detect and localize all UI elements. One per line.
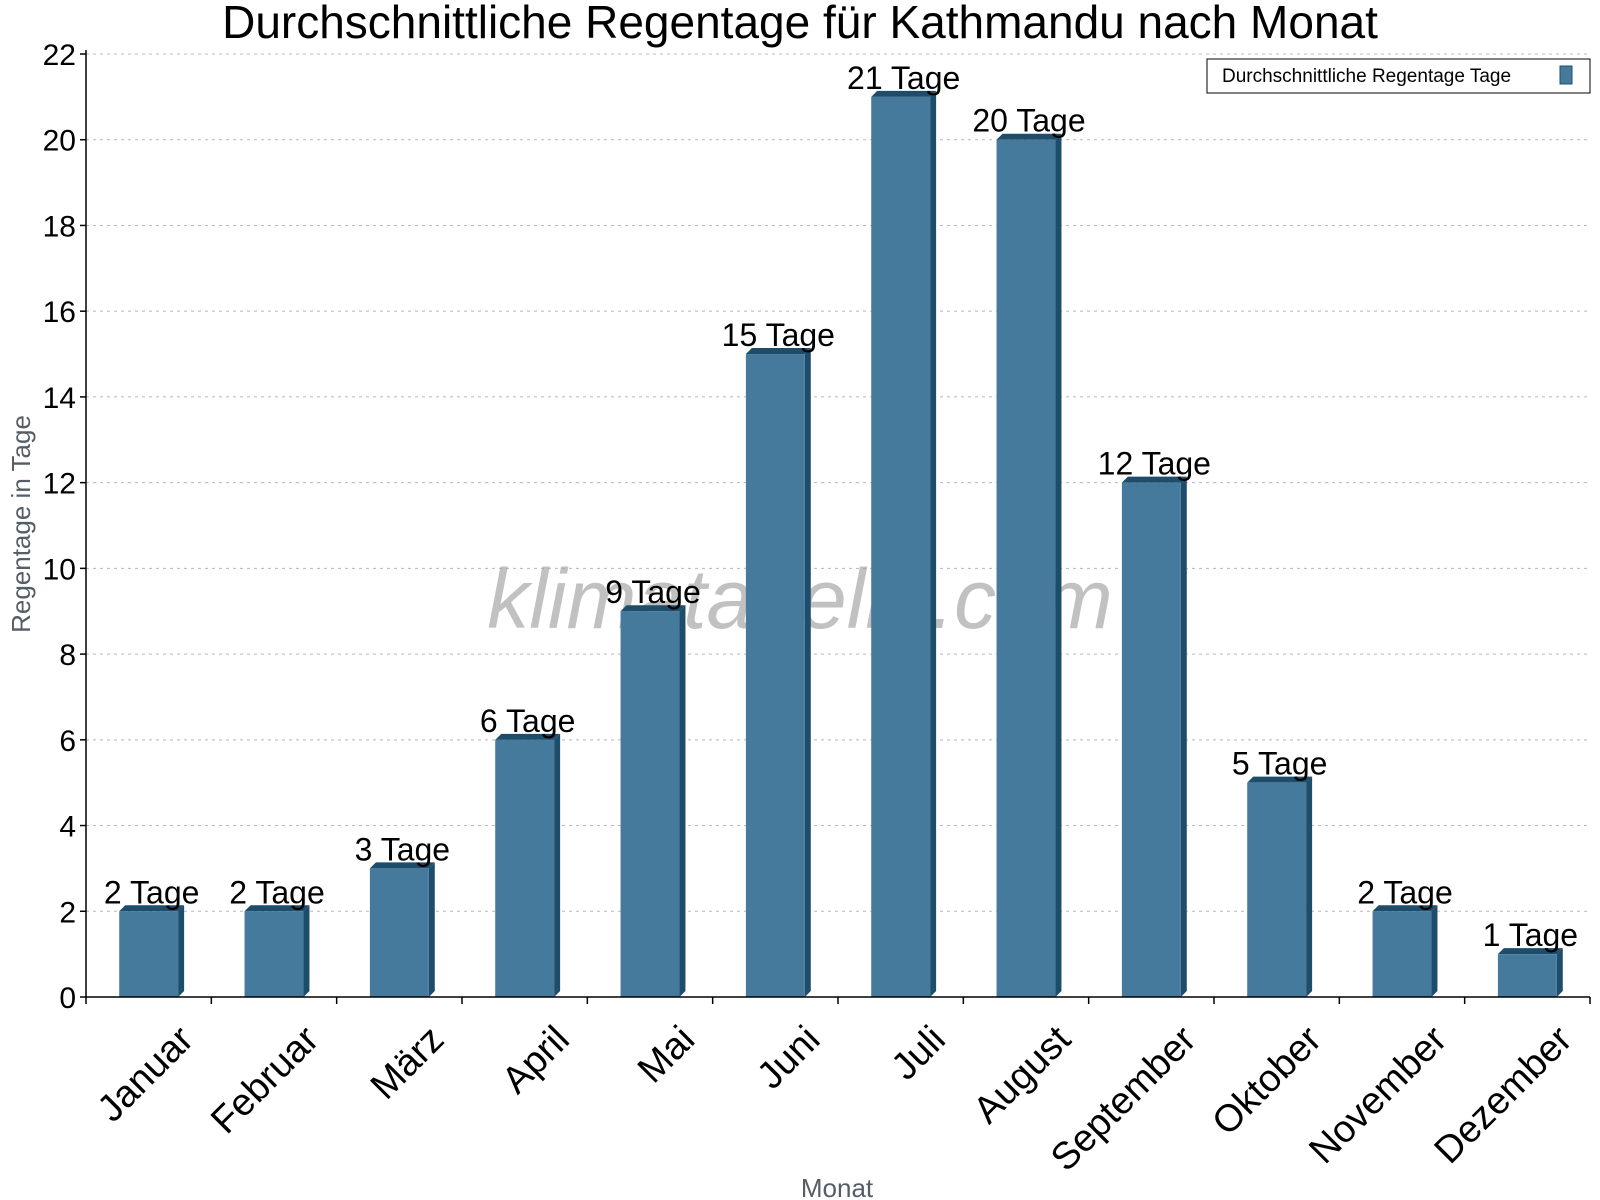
bar-top [244, 905, 310, 912]
y-tick-label: 14 [43, 382, 76, 415]
bar-juli [871, 90, 937, 997]
x-axis-label: Monat [801, 1173, 874, 1200]
bar-april [495, 733, 561, 997]
bar-top [996, 133, 1062, 140]
data-label: 2 Tage [1357, 874, 1453, 910]
bar-november [1372, 905, 1438, 997]
bar-face [119, 911, 179, 997]
bar-side [679, 605, 686, 997]
bar-face [244, 911, 304, 997]
legend-entry-label: Durchschnittliche Regentage Tage [1222, 66, 1511, 87]
bar-top [745, 348, 811, 355]
bar-side [554, 733, 561, 997]
x-tick-label: April [494, 1018, 577, 1101]
bar-mai [620, 605, 686, 997]
data-label: 15 Tage [722, 317, 835, 353]
x-tick-label: Dezember [1427, 1018, 1581, 1172]
bar-side [303, 905, 310, 997]
legend-box [1206, 58, 1591, 94]
bar-face [1372, 911, 1432, 997]
data-label: 2 Tage [104, 874, 200, 910]
bar-top [871, 90, 937, 97]
bar-top [369, 862, 435, 869]
x-tick-label: Mai [630, 1018, 703, 1091]
bar-top [495, 733, 561, 740]
y-tick-label: 22 [43, 39, 76, 72]
data-labels: 2 Tage 2 Tage 3 Tage 6 Tage 9 Tage 15 Tage 21 … [104, 60, 1578, 953]
bar-side [804, 348, 811, 998]
data-label: 5 Tage [1232, 746, 1328, 782]
x-tick-label: August [966, 1018, 1080, 1132]
y-tick-label: 8 [59, 639, 76, 672]
data-label: 20 Tage [972, 103, 1085, 139]
bar-side [1431, 905, 1438, 997]
gridlines [86, 53, 1590, 912]
x-tick-label: März [363, 1018, 452, 1107]
data-label: 2 Tage [229, 874, 325, 910]
legend-swatch [1559, 65, 1573, 85]
y-tick-label: 18 [43, 210, 76, 243]
bar-face [871, 96, 931, 997]
y-tick-label: 2 [59, 896, 76, 929]
bar-top [620, 605, 686, 612]
bar-face [1121, 482, 1181, 997]
bar-märz [369, 862, 435, 997]
y-tick-label: 4 [59, 811, 76, 844]
bar-september [1121, 476, 1187, 997]
bar-face [369, 868, 429, 997]
y-tick-labels: 0 2 4 6 8 10 12 14 16 18 20 22 [43, 39, 76, 1015]
y-tick-label: 6 [59, 725, 76, 758]
bar-top [1497, 948, 1563, 955]
bar-side [1556, 948, 1563, 997]
bar-top [1121, 476, 1187, 483]
bar-face [996, 139, 1056, 997]
x-tick-label: Juni [749, 1018, 828, 1097]
y-tick-label: 20 [43, 125, 76, 158]
data-label: 3 Tage [355, 831, 451, 867]
bar-top [1372, 905, 1438, 912]
bar-top [119, 905, 185, 912]
bar-oktober [1247, 776, 1313, 997]
bar-juni [745, 348, 811, 998]
data-label: 6 Tage [480, 703, 576, 739]
bar-face [1247, 782, 1307, 997]
data-label: 9 Tage [605, 574, 701, 610]
bar-face [1497, 954, 1557, 997]
bar-dezember [1497, 948, 1563, 997]
x-tick-label: Oktober [1204, 1018, 1330, 1144]
x-tick-labels: Januar Februar März April Mai Juni Juli AugustS… [90, 1018, 1581, 1179]
axes [80, 50, 1591, 1004]
bar-side [178, 905, 185, 997]
x-tick-label: Januar [90, 1018, 202, 1130]
bar-januar [119, 905, 185, 997]
y-tick-label: 16 [43, 296, 76, 329]
bar-side [1180, 476, 1187, 997]
chart-title: Durchschnittliche Regentage für Kathmand… [222, 0, 1378, 48]
legend: Durchschnittliche Regentage Tage [1206, 58, 1591, 94]
bar-face [495, 739, 555, 997]
bar-face [620, 611, 680, 997]
y-tick-label: 10 [43, 553, 76, 586]
bar-februar [244, 905, 310, 997]
bar-face [745, 354, 805, 998]
x-tick-label: Juli [884, 1018, 954, 1088]
bar-side [1055, 133, 1062, 997]
bar-top [1247, 776, 1313, 783]
data-label: 1 Tage [1483, 917, 1579, 953]
x-tick-label: Februar [203, 1018, 327, 1142]
y-tick-label: 12 [43, 468, 76, 501]
bar-august [996, 133, 1062, 997]
bars [119, 90, 1563, 998]
y-tick-label: 0 [59, 982, 76, 1015]
data-label: 21 Tage [847, 60, 960, 96]
bar-side [930, 90, 937, 997]
data-label: 12 Tage [1098, 446, 1211, 482]
bar-side [1306, 776, 1313, 997]
bar-side [428, 862, 435, 997]
y-axis-label: Regentage in Tage [6, 415, 36, 633]
